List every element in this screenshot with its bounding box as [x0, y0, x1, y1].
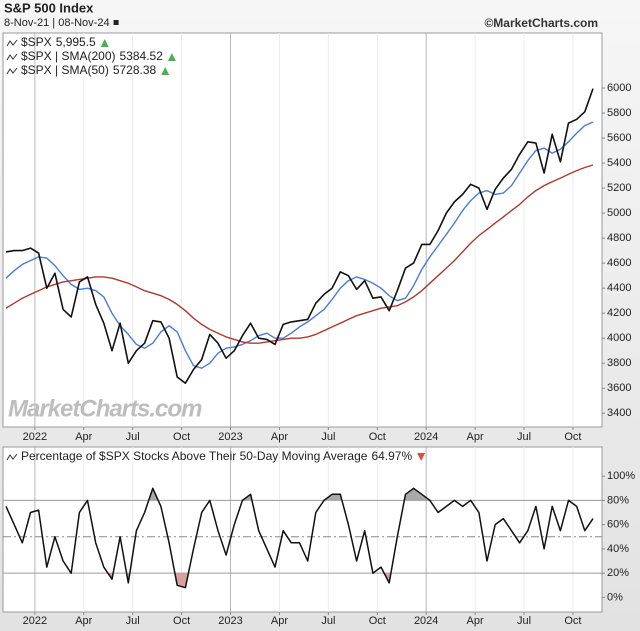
chart-subtitle: 8-Nov-21 | 08-Nov-24	[4, 17, 110, 29]
y-tick-label: 3400	[607, 407, 631, 419]
x-tick-label: Apr	[467, 431, 484, 443]
y-tick-label: 3800	[607, 357, 631, 369]
x-tick-label: Jul	[126, 615, 140, 627]
x-tick-label: Oct	[173, 431, 190, 443]
x-tick-label: Jul	[517, 431, 531, 443]
x-tick-label: Apr	[271, 431, 288, 443]
x-tick-label: 2023	[218, 615, 242, 627]
x-tick-label: Oct	[173, 615, 190, 627]
series-line	[5, 487, 594, 589]
shade-area	[6, 488, 593, 501]
legend-label: $SPX	[21, 35, 52, 49]
x-tick-label: Jul	[126, 431, 140, 443]
plot-area	[2, 32, 603, 428]
legend-icon	[6, 453, 18, 461]
x-tick-label: Jul	[321, 615, 335, 627]
y-tick-label: 40%	[607, 543, 629, 555]
y-tick-label: 5600	[607, 132, 631, 144]
legend-icon	[6, 67, 18, 75]
subtitle-marker	[113, 20, 119, 25]
legend-label: Percentage of $SPX Stocks Above Their 50…	[21, 449, 368, 463]
y-tick-label: 5800	[607, 107, 631, 119]
y-tick-label: 20%	[607, 567, 629, 579]
legend-icon	[6, 53, 18, 61]
x-tick-label: Jul	[321, 431, 335, 443]
legend-value: 64.97%	[371, 449, 412, 463]
y-tick-label: 5400	[607, 157, 631, 169]
x-tick-label: 2022	[23, 615, 47, 627]
y-tick-label: 4600	[607, 257, 631, 269]
x-tick-label: Oct	[369, 431, 386, 443]
y-tick-label: 4000	[607, 332, 631, 344]
legend-value: 5384.52	[120, 49, 164, 63]
y-tick-label: 5000	[607, 207, 631, 219]
x-tick-label: Apr	[467, 615, 484, 627]
legend-icon	[6, 39, 18, 47]
x-tick-label: Apr	[75, 615, 92, 627]
y-tick-label: 0%	[607, 591, 623, 603]
x-tick-label: Apr	[75, 431, 92, 443]
plot-area	[2, 446, 603, 613]
change-indicator	[417, 453, 426, 461]
x-tick-label: 2023	[218, 431, 242, 443]
y-tick-label: 6000	[607, 82, 631, 94]
y-tick-label: 4800	[607, 232, 631, 244]
series-line	[5, 121, 594, 369]
series-line	[5, 88, 594, 384]
legend-label: $SPX | SMA(200)	[21, 49, 116, 63]
source: ©MarketCharts.com	[484, 16, 598, 30]
legend-label: $SPX | SMA(50)	[21, 63, 109, 77]
series-line	[5, 164, 594, 344]
change-indicator	[100, 39, 109, 47]
y-tick-label: 4400	[607, 282, 631, 294]
y-tick-label: 100%	[607, 470, 635, 482]
y-tick-label: 3600	[607, 382, 631, 394]
x-tick-label: Oct	[369, 615, 386, 627]
x-tick-label: Apr	[271, 615, 288, 627]
watermark: MarketCharts.com	[8, 395, 202, 422]
y-tick-label: 80%	[607, 494, 629, 506]
x-tick-label: 2022	[23, 431, 47, 443]
change-indicator	[167, 53, 176, 61]
x-tick-label: Oct	[564, 615, 581, 627]
y-tick-label: 60%	[607, 519, 629, 531]
x-tick-label: 2024	[414, 615, 438, 627]
y-tick-label: 5200	[607, 182, 631, 194]
x-tick-label: 2024	[414, 431, 438, 443]
x-tick-label: Oct	[564, 431, 581, 443]
legend-value: 5728.38	[113, 63, 157, 77]
legend-value: 5,995.5	[56, 35, 96, 49]
x-tick-label: Jul	[517, 615, 531, 627]
y-tick-label: 4200	[607, 307, 631, 319]
change-indicator	[161, 67, 170, 75]
chart-title: S&P 500 Index	[4, 0, 94, 15]
